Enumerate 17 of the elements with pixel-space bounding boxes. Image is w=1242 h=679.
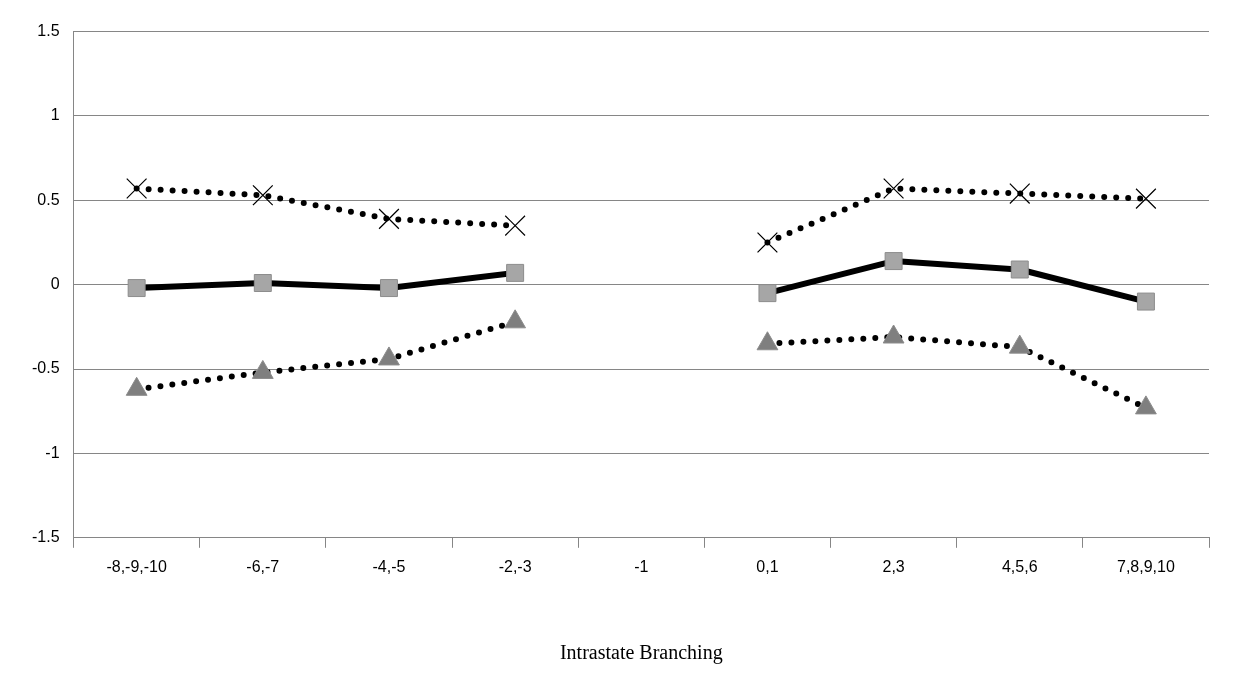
y-tick-label: 0 (50, 275, 60, 293)
x-tick-label: 2,3 (882, 557, 905, 575)
x-tick-label: -1 (634, 557, 649, 575)
x-tick-label: 0,1 (756, 557, 779, 575)
y-tick-label: 1 (50, 106, 60, 124)
y-tick-label: -0.5 (31, 359, 60, 377)
x-tick-label: -8,-9,-10 (106, 557, 167, 575)
y-tick-label: 1.5 (37, 22, 60, 40)
x-tick-label: -4,-5 (372, 557, 406, 575)
x-tick-label: -2,-3 (498, 557, 532, 575)
y-tick-label: 0.5 (37, 190, 60, 208)
x-tick-label: -6,-7 (246, 557, 280, 575)
y-tick-label: -1.5 (31, 528, 60, 546)
y-tick-label: -1 (45, 443, 60, 461)
x-axis-title: Intrastate Branching (559, 641, 723, 665)
x-tick-label: 7,8,9,10 (1117, 557, 1175, 575)
x-tick-label: 4,5,6 (1001, 557, 1038, 575)
